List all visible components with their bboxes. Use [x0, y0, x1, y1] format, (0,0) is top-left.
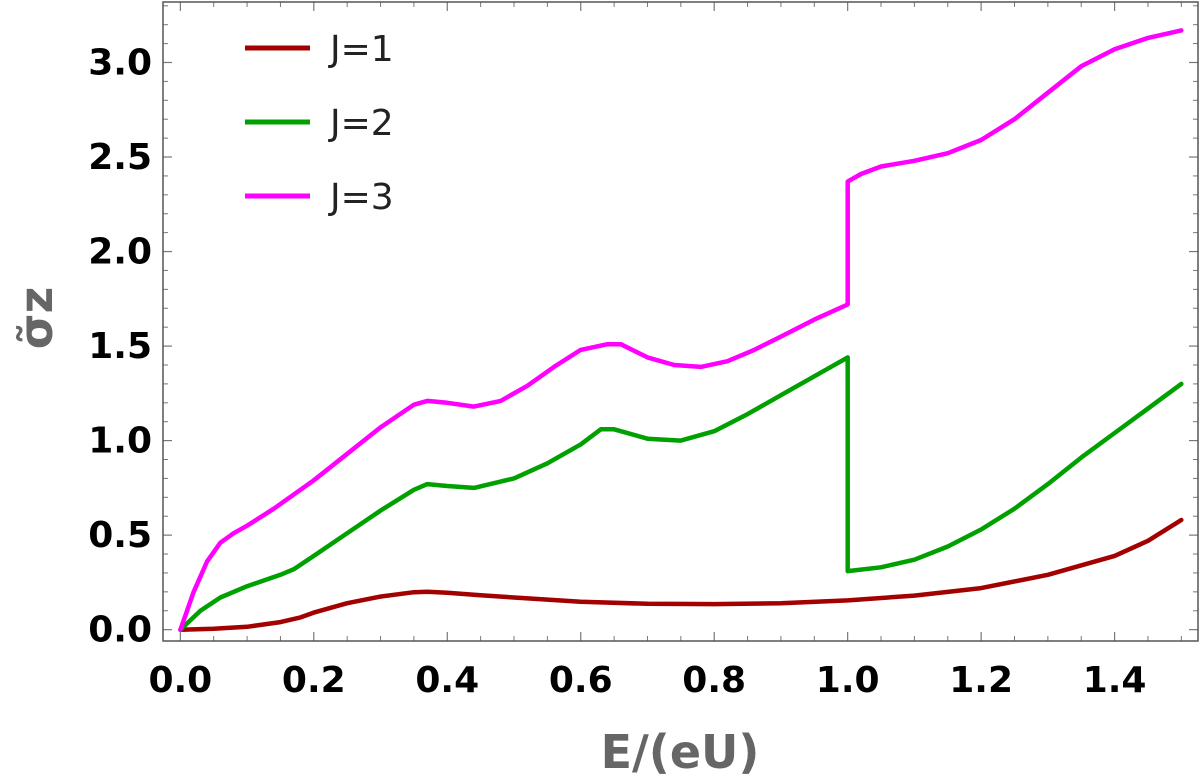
legend: J=1 J=2 J=3 — [245, 29, 394, 218]
x-tick-labels: 0.0 0.2 0.4 0.6 0.8 1.0 1.2 1.4 — [148, 660, 1146, 701]
y-tick-label: 0.0 — [88, 610, 152, 651]
y-tick-labels: 0.0 0.5 1.0 1.5 2.0 2.5 3.0 — [88, 42, 152, 650]
series-line-2 — [178, 355, 1184, 632]
x-tick-label: 1.2 — [949, 660, 1013, 701]
y-tick-label: 1.0 — [88, 421, 152, 462]
plot-frame — [162, 1, 1199, 642]
x-tick-label: 0.4 — [415, 660, 479, 701]
y-tick-label: 0.5 — [88, 515, 152, 556]
x-tick-label: 1.0 — [816, 660, 880, 701]
series-lines — [178, 28, 1184, 632]
legend-label-2: J=2 — [328, 103, 394, 144]
series-line-1 — [178, 517, 1184, 632]
legend-label-1: J=1 — [328, 29, 394, 70]
x-axis-title: E/(eU) — [601, 725, 760, 779]
x-tick-label: 0.6 — [549, 660, 613, 701]
x-tick-label: 0.8 — [682, 660, 746, 701]
y-tick-label: 3.0 — [88, 42, 152, 83]
y-tick-label: 2.5 — [88, 137, 152, 178]
y-axis-title: σ̃z — [9, 287, 63, 350]
x-tick-label: 0.2 — [282, 660, 346, 701]
y-tick-label: 1.5 — [88, 326, 152, 367]
x-tick-label: 0.0 — [148, 660, 212, 701]
x-tick-label: 1.4 — [1083, 660, 1147, 701]
ticks — [163, 2, 1198, 641]
legend-label-3: J=3 — [328, 177, 394, 218]
series-line-3 — [178, 28, 1184, 632]
y-tick-label: 2.0 — [88, 232, 152, 273]
